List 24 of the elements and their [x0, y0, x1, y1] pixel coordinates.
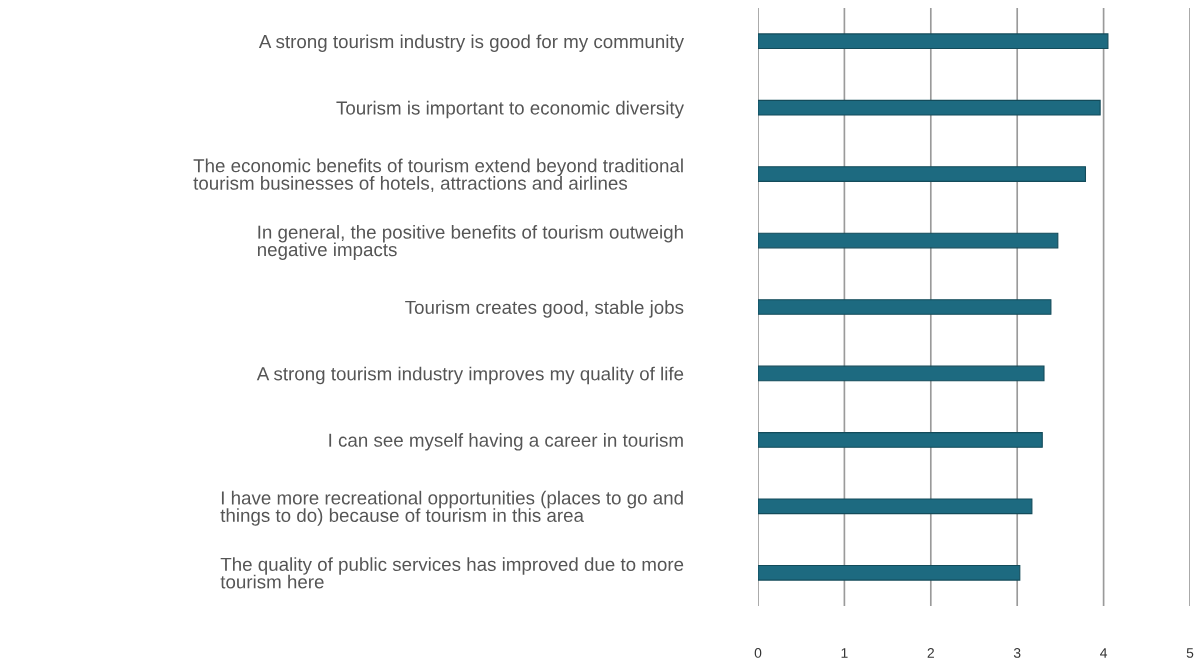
y-tick-label: A strong tourism industry improves my quality of life	[256, 366, 684, 385]
bar	[758, 99, 1101, 116]
x-tick-label: 1	[841, 648, 848, 658]
x-tick-label: 5	[1186, 648, 1194, 658]
x-tick-label: 0	[754, 648, 762, 658]
bar	[758, 365, 1045, 382]
y-tick-label: I have more recreational opportunities (places to go and things to do) because of tourism in this area	[220, 490, 683, 526]
y-tick-label: Tourism creates good, stable jobs	[405, 300, 684, 318]
x-tick-label: 4	[1100, 648, 1108, 658]
bar	[758, 33, 1109, 50]
bar	[758, 232, 1059, 249]
y-tick-label: I can see myself having a career in tourism	[329, 433, 683, 451]
y-tick-label: The economic benefits of tourism extend beyond traditional tourism businesses of hotels, attractions and airlines	[193, 158, 683, 193]
bar	[758, 564, 1021, 581]
x-tick-label: 2	[927, 648, 934, 658]
bar	[758, 432, 1043, 448]
y-tick-label: A strong tourism industry is good for my community	[258, 34, 684, 52]
x-tick-label: 3	[1013, 648, 1021, 658]
y-tick-label: The quality of public services has improved due to more tourism here	[220, 557, 684, 589]
bar	[758, 166, 1087, 182]
y-tick-label: Tourism is important to economic diversity	[336, 100, 684, 119]
bar	[758, 299, 1052, 315]
bar	[758, 498, 1033, 515]
y-tick-label: In general, the positive benefits of tourism outweigh negative impacts	[257, 225, 683, 260]
